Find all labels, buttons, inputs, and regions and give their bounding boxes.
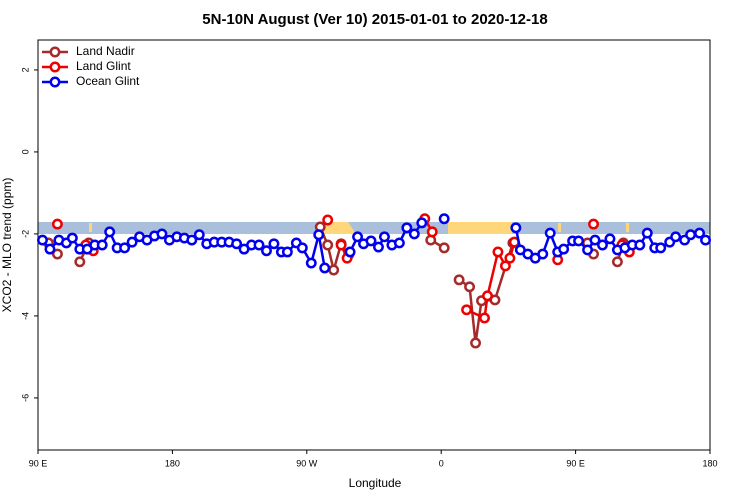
legend-marker [49, 76, 61, 88]
legend-marker [49, 46, 61, 58]
band-land [626, 223, 629, 232]
point [641, 227, 653, 239]
legend-label: Land Glint [76, 59, 131, 73]
point [655, 242, 667, 254]
x-tick-label: 0 [439, 458, 444, 468]
point [253, 239, 265, 251]
y-axis-label: XCO2 - MLO trend (ppm) [0, 178, 14, 313]
point [74, 256, 86, 268]
point [231, 238, 243, 250]
band-land [448, 222, 512, 234]
point [510, 222, 522, 234]
point [319, 262, 331, 274]
point [104, 226, 116, 238]
point [416, 217, 428, 229]
x-tick-label: 90 E [29, 458, 48, 468]
point [51, 218, 63, 230]
point [261, 245, 272, 257]
point [582, 244, 593, 256]
point [544, 227, 556, 239]
point [328, 264, 340, 276]
point [537, 248, 549, 260]
y-tick-label: 0 [20, 149, 30, 154]
x-tick-label: 90 E [566, 458, 585, 468]
band-land [89, 223, 92, 232]
y-tick-label: 2 [20, 67, 30, 72]
point [268, 238, 280, 250]
point [51, 248, 63, 260]
point [589, 234, 601, 246]
bg [38, 196, 711, 206]
point [470, 337, 481, 349]
point [492, 246, 504, 258]
point [461, 304, 473, 316]
point [296, 242, 308, 254]
point [393, 237, 405, 249]
point [186, 234, 198, 246]
point [37, 234, 48, 246]
legend-label: Ocean Glint [76, 74, 140, 88]
point [464, 281, 476, 293]
point [401, 222, 413, 234]
y-tick-label: -6 [20, 394, 30, 402]
plot-frame [37, 39, 711, 451]
point [305, 257, 317, 269]
band-land [558, 223, 561, 232]
point [408, 228, 420, 240]
point [700, 234, 711, 246]
point [482, 290, 493, 302]
point [670, 231, 682, 243]
point [597, 239, 608, 251]
legend-marker [49, 61, 61, 73]
point [66, 232, 78, 244]
point [438, 242, 450, 254]
point [426, 226, 438, 238]
point [588, 218, 599, 230]
point [611, 256, 623, 268]
point [119, 242, 131, 254]
point [281, 246, 293, 258]
y-tick-label: -4 [20, 312, 30, 320]
point [438, 213, 450, 225]
point [193, 229, 205, 241]
point [479, 312, 490, 324]
point [313, 229, 325, 241]
point [504, 252, 516, 264]
y-tick-label: -2 [20, 230, 30, 238]
point [425, 234, 437, 246]
x-tick-label: 90 W [296, 458, 318, 468]
chart-title: 5N-10N August (Ver 10) 2015-01-01 to 202… [202, 11, 547, 28]
point [685, 229, 697, 241]
point [604, 233, 616, 245]
point [352, 231, 364, 243]
legend-label: Land Nadir [76, 44, 135, 58]
x-axis-label: Longitude [349, 476, 402, 490]
point [379, 231, 390, 243]
point [322, 214, 334, 226]
point [335, 239, 347, 251]
x-tick-label: 180 [165, 458, 180, 468]
point [373, 241, 384, 253]
point [156, 228, 168, 240]
point [694, 227, 705, 239]
point [573, 235, 585, 247]
point [344, 246, 356, 258]
point [558, 243, 570, 255]
point [96, 239, 108, 251]
x-tick-label: 180 [702, 458, 717, 468]
point [634, 239, 646, 251]
point [44, 243, 56, 255]
point [126, 236, 138, 248]
point [365, 235, 377, 247]
point [499, 260, 511, 272]
point [322, 239, 334, 251]
point [453, 274, 465, 286]
band-ocean [38, 222, 710, 234]
